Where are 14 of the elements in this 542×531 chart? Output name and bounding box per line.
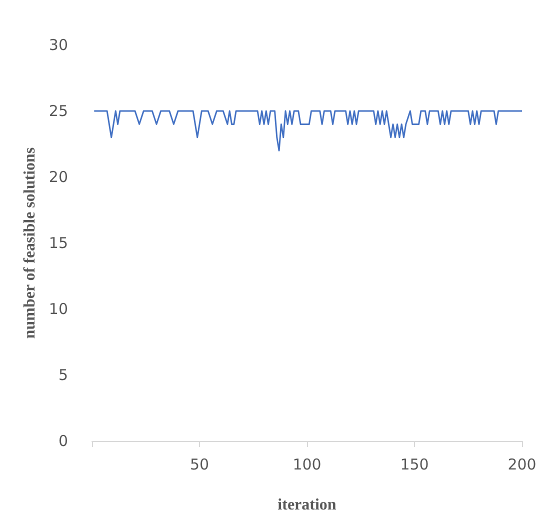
- y-tick-label: 10: [48, 300, 68, 318]
- x-tick-label: 200: [508, 456, 536, 474]
- y-tick-label: 20: [48, 168, 68, 186]
- x-tick-label: 100: [292, 456, 322, 474]
- x-axis-title: iteration: [278, 496, 336, 514]
- y-tick-label: 30: [48, 36, 68, 54]
- x-tick-label: 50: [190, 456, 210, 474]
- y-tick-label: 15: [48, 234, 68, 252]
- y-tick-label: 25: [48, 102, 68, 120]
- y-tick-label: 5: [58, 366, 68, 384]
- line-series: [93, 110, 523, 152]
- x-tick-label: 150: [400, 456, 429, 474]
- y-tick-label: 0: [58, 432, 68, 450]
- y-axis-title: number of feasible solutions: [22, 147, 39, 339]
